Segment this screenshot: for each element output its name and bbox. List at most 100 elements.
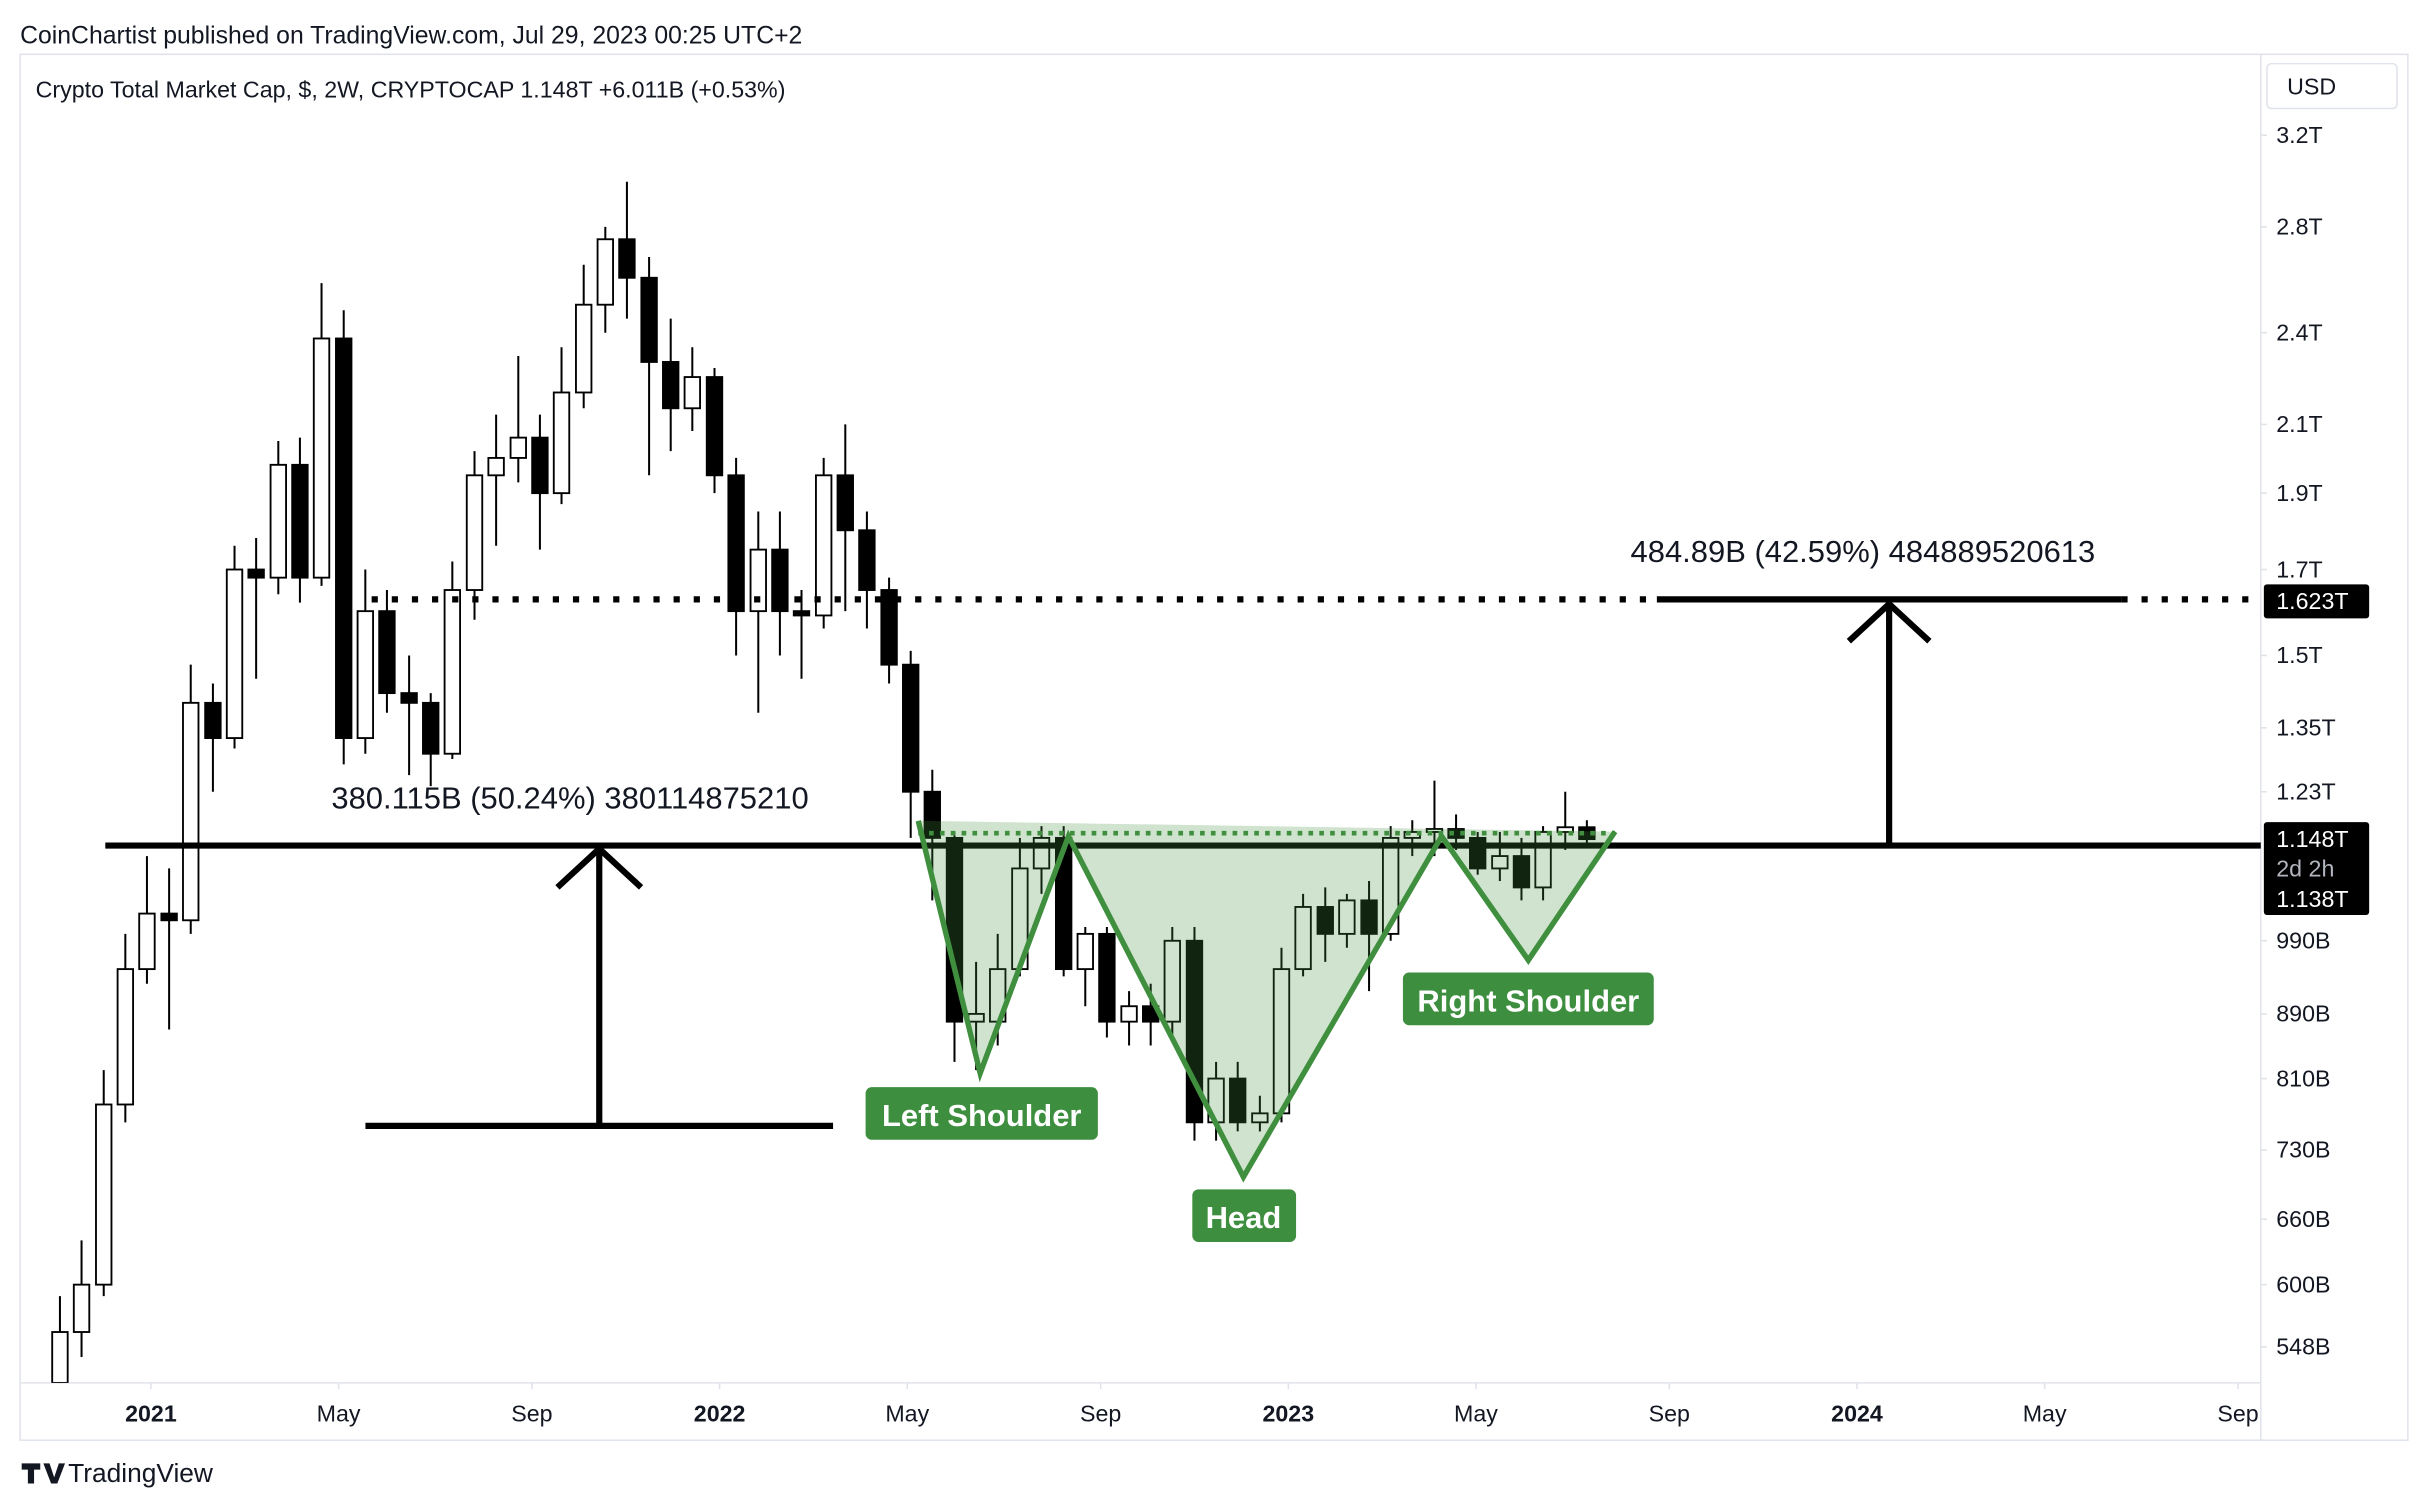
- candle-body: [1316, 906, 1334, 935]
- y-tick-label: 1.35T: [2276, 715, 2335, 741]
- footer: TradingView: [68, 1458, 214, 1488]
- candle-body: [552, 391, 571, 495]
- publisher: CoinChartist published on TradingView.co…: [20, 22, 802, 49]
- pattern-outline: [915, 820, 1618, 1183]
- candle-body: [640, 276, 658, 363]
- candle-body: [182, 701, 200, 922]
- candle-body: [312, 337, 331, 579]
- candle-body: [749, 548, 767, 613]
- candle-body: [836, 474, 854, 532]
- y-tick-label: 548B: [2276, 1334, 2330, 1360]
- y-tick-label: 600B: [2276, 1271, 2330, 1297]
- axes: 548B 600B 660B 730B 810B 890B 990B 1.23T 1.35T 1.…: [125, 122, 2370, 1438]
- x-tick-label: Sep: [511, 1401, 552, 1427]
- x-tick-label: 2023: [1262, 1401, 1314, 1427]
- candle-body: [356, 610, 374, 739]
- candle-body: [1229, 1077, 1247, 1124]
- candle-body: [1491, 855, 1509, 870]
- candle-body: [1055, 836, 1073, 971]
- x-tick-label: 2024: [1831, 1401, 1883, 1427]
- left-shoulder-label: Left Shoulder: [882, 1098, 1081, 1133]
- label-box: [865, 1087, 1098, 1140]
- candle-body: [1163, 939, 1181, 1023]
- x-tick-label: May: [317, 1401, 361, 1427]
- candle-body: [422, 701, 440, 755]
- candle-body: [509, 436, 527, 459]
- head-label: Head: [1206, 1200, 1282, 1235]
- candle-body: [247, 568, 265, 579]
- currency[interactable]: USD: [2287, 74, 2336, 100]
- tv-logo: [21, 1463, 66, 1484]
- plot: [51, 181, 1596, 1383]
- price-tag-label: 1.623T: [2276, 588, 2348, 614]
- overlay: 380.115B (50.24%) 380114875210 484.89B (…: [105, 534, 2261, 1242]
- right-shoulder-label: Right Shoulder: [1417, 983, 1639, 1018]
- y-tick-label: 1.5T: [2276, 642, 2322, 668]
- x-tick-label: Sep: [1649, 1401, 1690, 1427]
- candle-body: [95, 1103, 113, 1286]
- candle-body: [683, 376, 701, 410]
- y-tick-label: 730B: [2276, 1137, 2330, 1163]
- candle-body: [792, 610, 811, 617]
- y-tick-label: 990B: [2276, 928, 2330, 954]
- x-tick-label: May: [885, 1401, 929, 1427]
- y-tick-label: 1.7T: [2276, 556, 2322, 582]
- candle-body: [138, 912, 156, 971]
- label-box: [1402, 972, 1654, 1026]
- candle-body: [72, 1283, 91, 1333]
- arrow-head: [555, 844, 644, 890]
- candle-body: [1338, 899, 1356, 935]
- candle-body: [204, 701, 222, 739]
- y-tick-label: 2.8T: [2276, 214, 2322, 240]
- candle-body: [575, 303, 593, 394]
- candle-body: [1294, 906, 1312, 971]
- label-box: [1192, 1189, 1297, 1242]
- candle-body: [815, 474, 833, 617]
- y-tick-label: 660B: [2276, 1206, 2330, 1232]
- y-tick-label: 2.1T: [2276, 411, 2322, 437]
- arrow-head: [1846, 599, 1932, 644]
- candle-body: [1098, 932, 1116, 1023]
- candle-body: [596, 238, 614, 306]
- pattern-fill: [918, 820, 1616, 1177]
- candle-body: [1076, 932, 1094, 971]
- measure-label: 380.115B (50.24%) 380114875210: [331, 780, 808, 815]
- x-tick-label: 2022: [694, 1401, 746, 1427]
- candle-body: [443, 589, 462, 755]
- x-tick-label: Sep: [2217, 1401, 2258, 1427]
- candle-body: [1556, 826, 1574, 833]
- candle-body: [378, 610, 396, 695]
- countdown: 2d 2h: [2276, 855, 2334, 881]
- currency-button[interactable]: [2266, 62, 2398, 110]
- y-tick-label: 1.23T: [2276, 778, 2335, 804]
- candle-body: [923, 790, 941, 839]
- candle-body: [662, 361, 680, 410]
- candle-body: [225, 568, 244, 739]
- y-tick-label: 1.9T: [2276, 480, 2322, 506]
- candle-body: [487, 456, 505, 477]
- candle-body: [902, 663, 920, 793]
- x-tick-label: May: [2023, 1401, 2067, 1427]
- candle-body: [1381, 836, 1400, 935]
- x-tick-label: Sep: [1080, 1401, 1121, 1427]
- candle-body: [1512, 855, 1531, 889]
- candle-body: [880, 589, 898, 666]
- candle-body: [1251, 1112, 1269, 1124]
- price-tag-label: 1.148T: [2276, 826, 2348, 852]
- candle-body: [1120, 1005, 1138, 1023]
- candle-body: [51, 1331, 69, 1383]
- candle-body: [160, 912, 178, 922]
- candle-body: [858, 529, 876, 591]
- price-tag: [2263, 584, 2370, 619]
- candle-body: [1360, 899, 1378, 935]
- y-tick-label: 2.4T: [2276, 319, 2322, 345]
- candle-body: [771, 548, 789, 613]
- price-tag-label: 1.138T: [2276, 886, 2348, 912]
- x-tick-label: 2021: [125, 1401, 177, 1427]
- x-tick-label: May: [1454, 1401, 1498, 1427]
- candle-body: [116, 968, 135, 1106]
- candle-body: [269, 463, 287, 579]
- candle-body: [465, 474, 484, 591]
